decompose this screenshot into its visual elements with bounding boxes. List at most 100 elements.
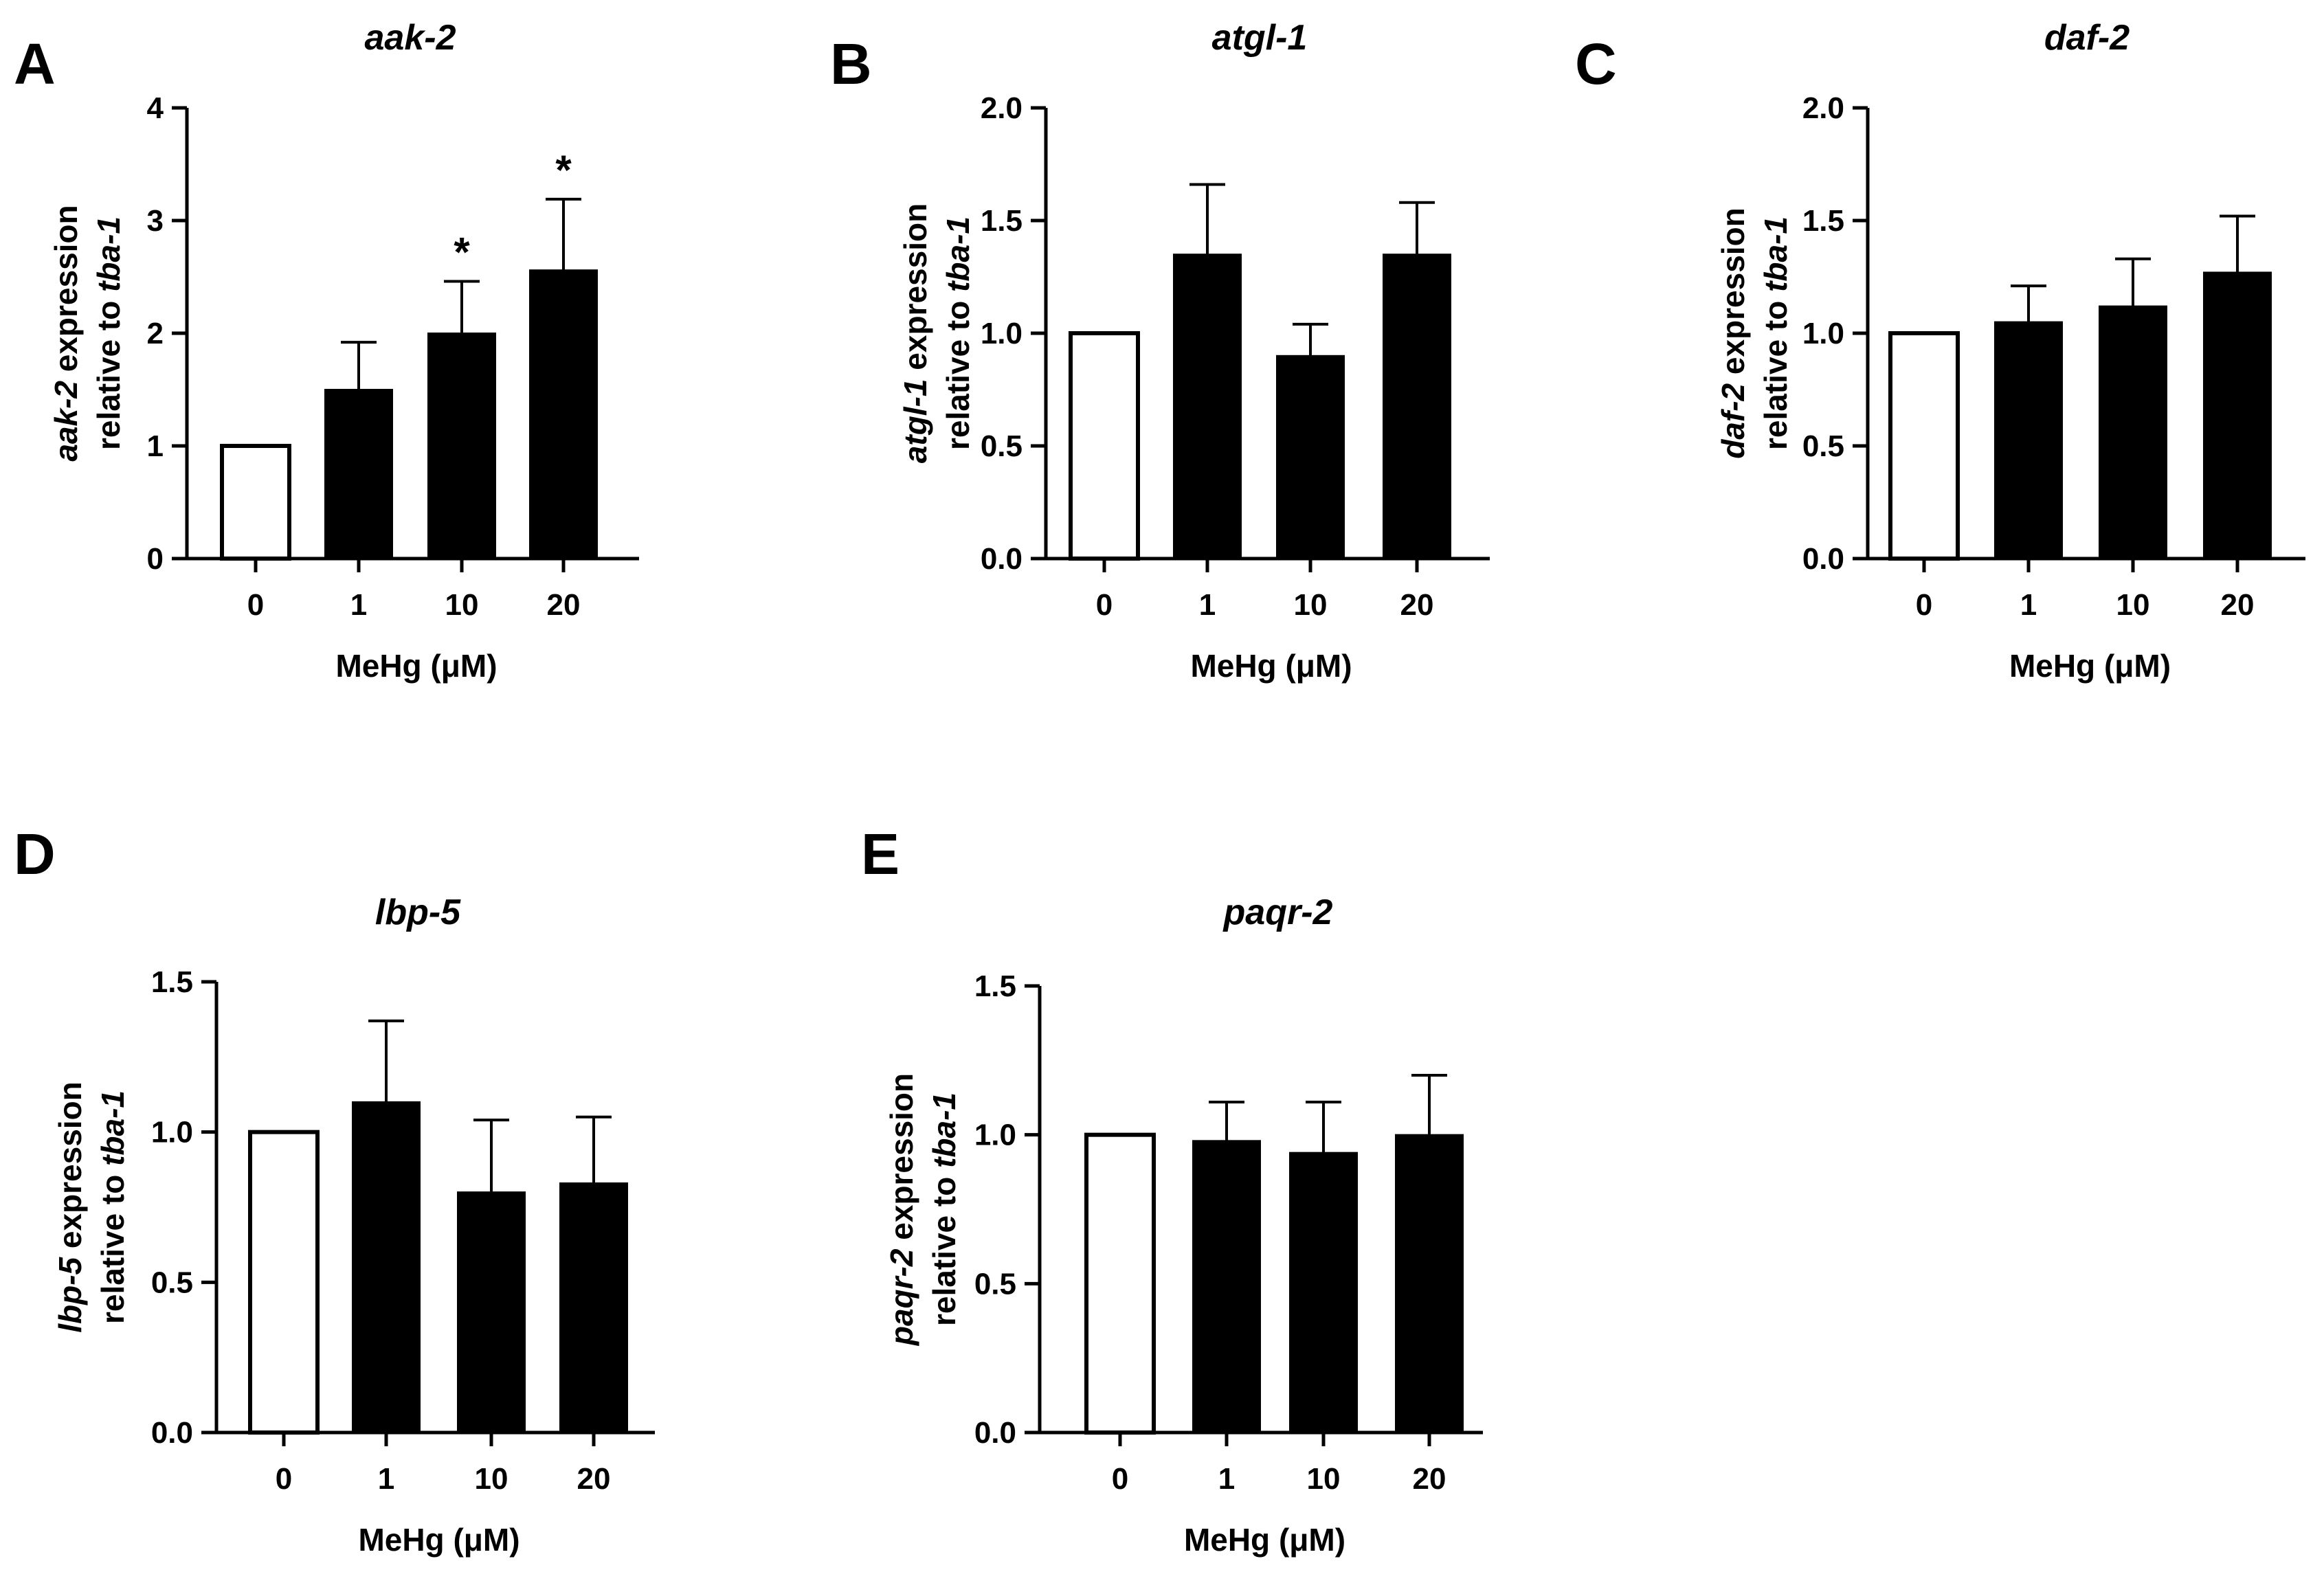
y-tick-label: 1.0 (151, 1116, 193, 1149)
y-axis-reference: tba-1 (91, 216, 126, 292)
x-tick-label: 20 (547, 588, 581, 622)
y-tick-label: 0.0 (151, 1416, 193, 1450)
chart-title: atgl-1 (1212, 18, 1308, 58)
y-tick-label: 4 (147, 91, 164, 125)
x-tick-label: 1 (1199, 588, 1216, 622)
chart-title: aak-2 (365, 18, 456, 58)
y-axis-title-line2: relative to tba-1 (95, 1090, 131, 1324)
x-tick-label: 1 (350, 588, 367, 622)
x-tick-label: 20 (1413, 1462, 1446, 1496)
bar (529, 269, 598, 559)
y-tick-label: 0.5 (981, 429, 1023, 463)
x-tick-label: 10 (475, 1462, 509, 1496)
bar (324, 389, 393, 559)
y-tick-label: 1.0 (974, 1119, 1016, 1152)
y-axis-title-line1: paqr-2 expression (884, 1073, 919, 1347)
y-axis-title-line2: relative to tba-1 (926, 1092, 962, 1326)
y-axis-reference: tba-1 (926, 1092, 962, 1168)
y-axis-title: daf-2 expression relative to tba-1 (1715, 207, 1794, 459)
y-axis-title: paqr-2 expression relative to tba-1 (884, 1073, 962, 1347)
x-tick-label: 20 (1400, 588, 1434, 622)
x-tick-label: 10 (1307, 1462, 1341, 1496)
y-axis-title-line2: relative to tba-1 (940, 216, 976, 450)
y-axis-title-text: expression (1715, 207, 1751, 383)
y-axis-title-line1: aak-2 expression (48, 205, 84, 461)
y-tick-label: 1 (147, 429, 164, 463)
x-tick-label: 1 (2020, 588, 2037, 622)
y-axis-title-text: relative to (926, 1168, 962, 1326)
panel-letter: D (14, 822, 56, 886)
x-tick-label: 10 (1294, 588, 1328, 622)
y-axis-gene: atgl-1 (897, 379, 933, 464)
bar (1173, 254, 1242, 559)
y-axis-title-line2: relative to tba-1 (1758, 216, 1794, 450)
x-tick-label: 1 (1218, 1462, 1235, 1496)
y-axis-reference: tba-1 (940, 216, 976, 292)
x-tick-label: 10 (445, 588, 479, 622)
bar (1994, 321, 2063, 559)
x-tick-label: 20 (577, 1462, 611, 1496)
y-axis-title-text: expression (884, 1073, 919, 1249)
y-tick-label: 2.0 (981, 91, 1023, 125)
x-tick-label: 0 (1916, 588, 1932, 622)
bar (352, 1101, 421, 1434)
bar (1276, 355, 1345, 559)
significance-marker: * (555, 147, 572, 193)
y-axis-title-text: relative to (1758, 292, 1794, 450)
x-tick-label: 0 (1096, 588, 1113, 622)
y-axis-title: lbp-5 expression relative to tba-1 (52, 1081, 131, 1333)
chart-title: paqr-2 (1222, 892, 1333, 932)
bar (248, 1130, 320, 1435)
y-tick-label: 0.5 (974, 1267, 1016, 1301)
y-tick-label: 0 (147, 542, 164, 576)
y-axis-title: atgl-1 expression relative to tba-1 (897, 203, 976, 463)
panel-letter: B (830, 32, 872, 96)
panel-letter: C (1575, 32, 1617, 96)
y-axis-gene: paqr-2 (884, 1248, 919, 1347)
y-tick-label: 1.5 (981, 204, 1023, 238)
bar (1395, 1134, 1464, 1433)
y-axis-title-text: expression (48, 205, 84, 381)
bar (220, 444, 291, 561)
y-tick-label: 0.5 (151, 1266, 193, 1299)
y-axis-gene: aak-2 (48, 381, 84, 462)
y-axis-title-text: expression (52, 1081, 88, 1257)
panel-letter: A (14, 32, 56, 96)
x-tick-label: 1 (378, 1462, 394, 1496)
bar (559, 1182, 628, 1433)
y-axis-title-line1: atgl-1 expression (897, 203, 933, 463)
y-tick-label: 0.0 (1802, 542, 1844, 576)
y-tick-label: 0.5 (1802, 429, 1844, 463)
y-tick-label: 1.5 (151, 965, 193, 999)
y-tick-label: 0.0 (974, 1416, 1016, 1450)
bar (1069, 331, 1140, 561)
bar (457, 1191, 526, 1433)
y-tick-label: 1.5 (974, 969, 1016, 1003)
y-axis-title-line2: relative to tba-1 (91, 216, 126, 450)
y-axis-reference: tba-1 (95, 1090, 131, 1166)
bar (1888, 331, 1960, 561)
y-axis-reference: tba-1 (1758, 216, 1794, 292)
y-axis-title: aak-2 expression relative to tba-1 (48, 205, 126, 461)
y-axis-title-text: relative to (95, 1166, 131, 1324)
y-axis-title-text: relative to (940, 292, 976, 450)
chart-title: lbp-5 (375, 892, 461, 932)
bar (2099, 305, 2167, 559)
y-tick-label: 1.0 (981, 317, 1023, 350)
panel-letter: E (861, 822, 900, 886)
x-axis-title: MeHg (μM) (1190, 648, 1352, 684)
x-tick-label: 0 (247, 588, 264, 622)
y-tick-label: 1.0 (1802, 317, 1844, 350)
bar (1383, 254, 1451, 559)
bar (427, 333, 496, 559)
x-tick-label: 20 (2221, 588, 2255, 622)
y-axis-gene: daf-2 (1715, 383, 1751, 458)
bar (1192, 1140, 1261, 1434)
chart-title: daf-2 (2044, 18, 2130, 58)
